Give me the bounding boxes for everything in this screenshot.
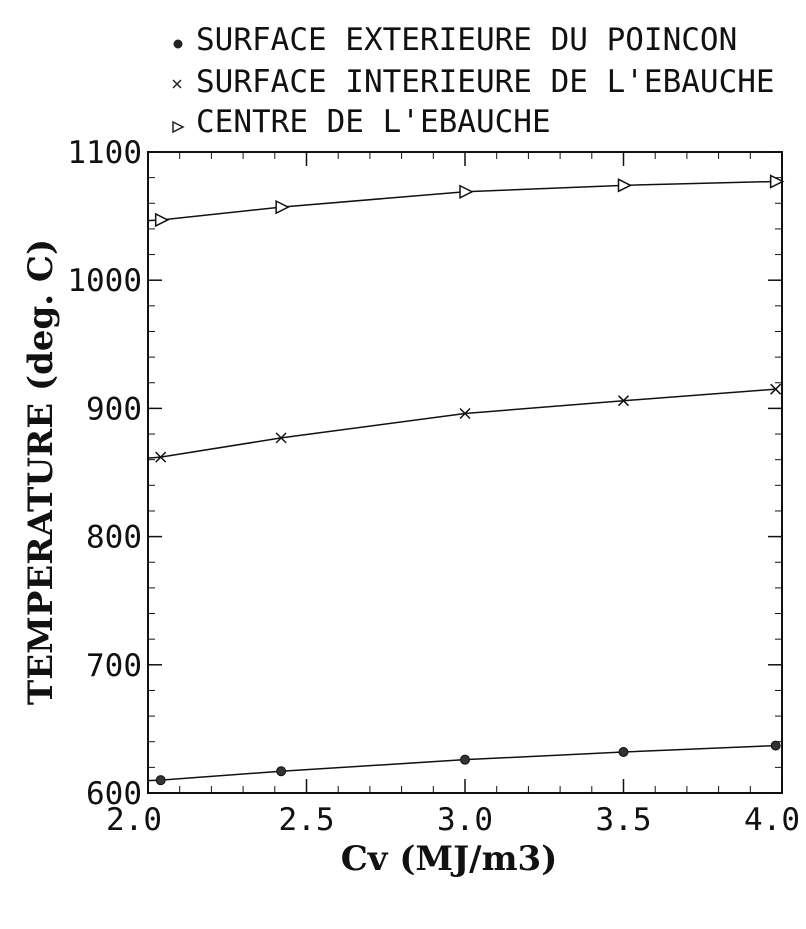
data-point-circle (770, 740, 781, 751)
legend-item-interieure: SURFACE INTERIEURE DE L'EBAUCHE (172, 64, 775, 100)
data-point-circle (618, 746, 629, 757)
data-point-triangle (154, 212, 170, 228)
x-tick-label: 4.0 (744, 802, 800, 838)
plot-frame (147, 151, 783, 794)
x-axis-label: Cv (MJ/m3) (341, 839, 558, 879)
data-point-x (770, 383, 782, 395)
legend-label-interieure: SURFACE INTERIEURE DE L'EBAUCHE (196, 64, 775, 100)
legend-marker-x-icon (172, 79, 182, 89)
y-tick-label: 700 (86, 648, 142, 684)
data-point-triangle (459, 184, 474, 199)
legend-label-exterieure: SURFACE EXTERIEURE DU POINCON (196, 22, 737, 58)
legend-marker-triangle-icon (172, 120, 185, 134)
legend-marker-circle-icon (173, 39, 183, 49)
series-line (147, 388, 776, 459)
data-point-x (155, 451, 167, 463)
legend-label-centre: CENTRE DE L'EBAUCHE (196, 104, 551, 140)
y-tick-label: 900 (86, 391, 142, 427)
y-tick-label: 800 (86, 520, 142, 556)
y-tick-label: 1100 (67, 135, 142, 171)
legend: SURFACE EXTERIEURE DU POINCON SURFACE IN… (172, 22, 775, 140)
y-tick-label: 600 (86, 776, 142, 812)
data-point-triangle (617, 178, 633, 193)
data-point-circle (155, 775, 166, 786)
plot-area: 2.0 2.5 3.0 3.5 4.0 600 700 800 900 1000 1100 (67, 135, 800, 838)
x-tick-label: 3.5 (596, 802, 652, 838)
data-point-x (275, 432, 287, 444)
data-point-triangle (769, 174, 785, 189)
x-tick-label: 2.0 (106, 802, 162, 838)
y-tick-label: 1000 (67, 263, 142, 299)
x-tick-label: 3.0 (437, 802, 493, 838)
data-point-circle (460, 754, 470, 765)
legend-item-exterieure: SURFACE EXTERIEURE DU POINCON (173, 22, 737, 58)
y-axis-label: TEMPERATURE (deg. C) (21, 239, 61, 705)
data-point-circle (276, 766, 287, 777)
legend-item-centre: CENTRE DE L'EBAUCHE (172, 104, 551, 140)
x-tick-label: 2.5 (279, 802, 335, 838)
data-point-x (459, 407, 471, 420)
data-point-x (617, 395, 630, 407)
data-point-triangle (275, 199, 290, 215)
